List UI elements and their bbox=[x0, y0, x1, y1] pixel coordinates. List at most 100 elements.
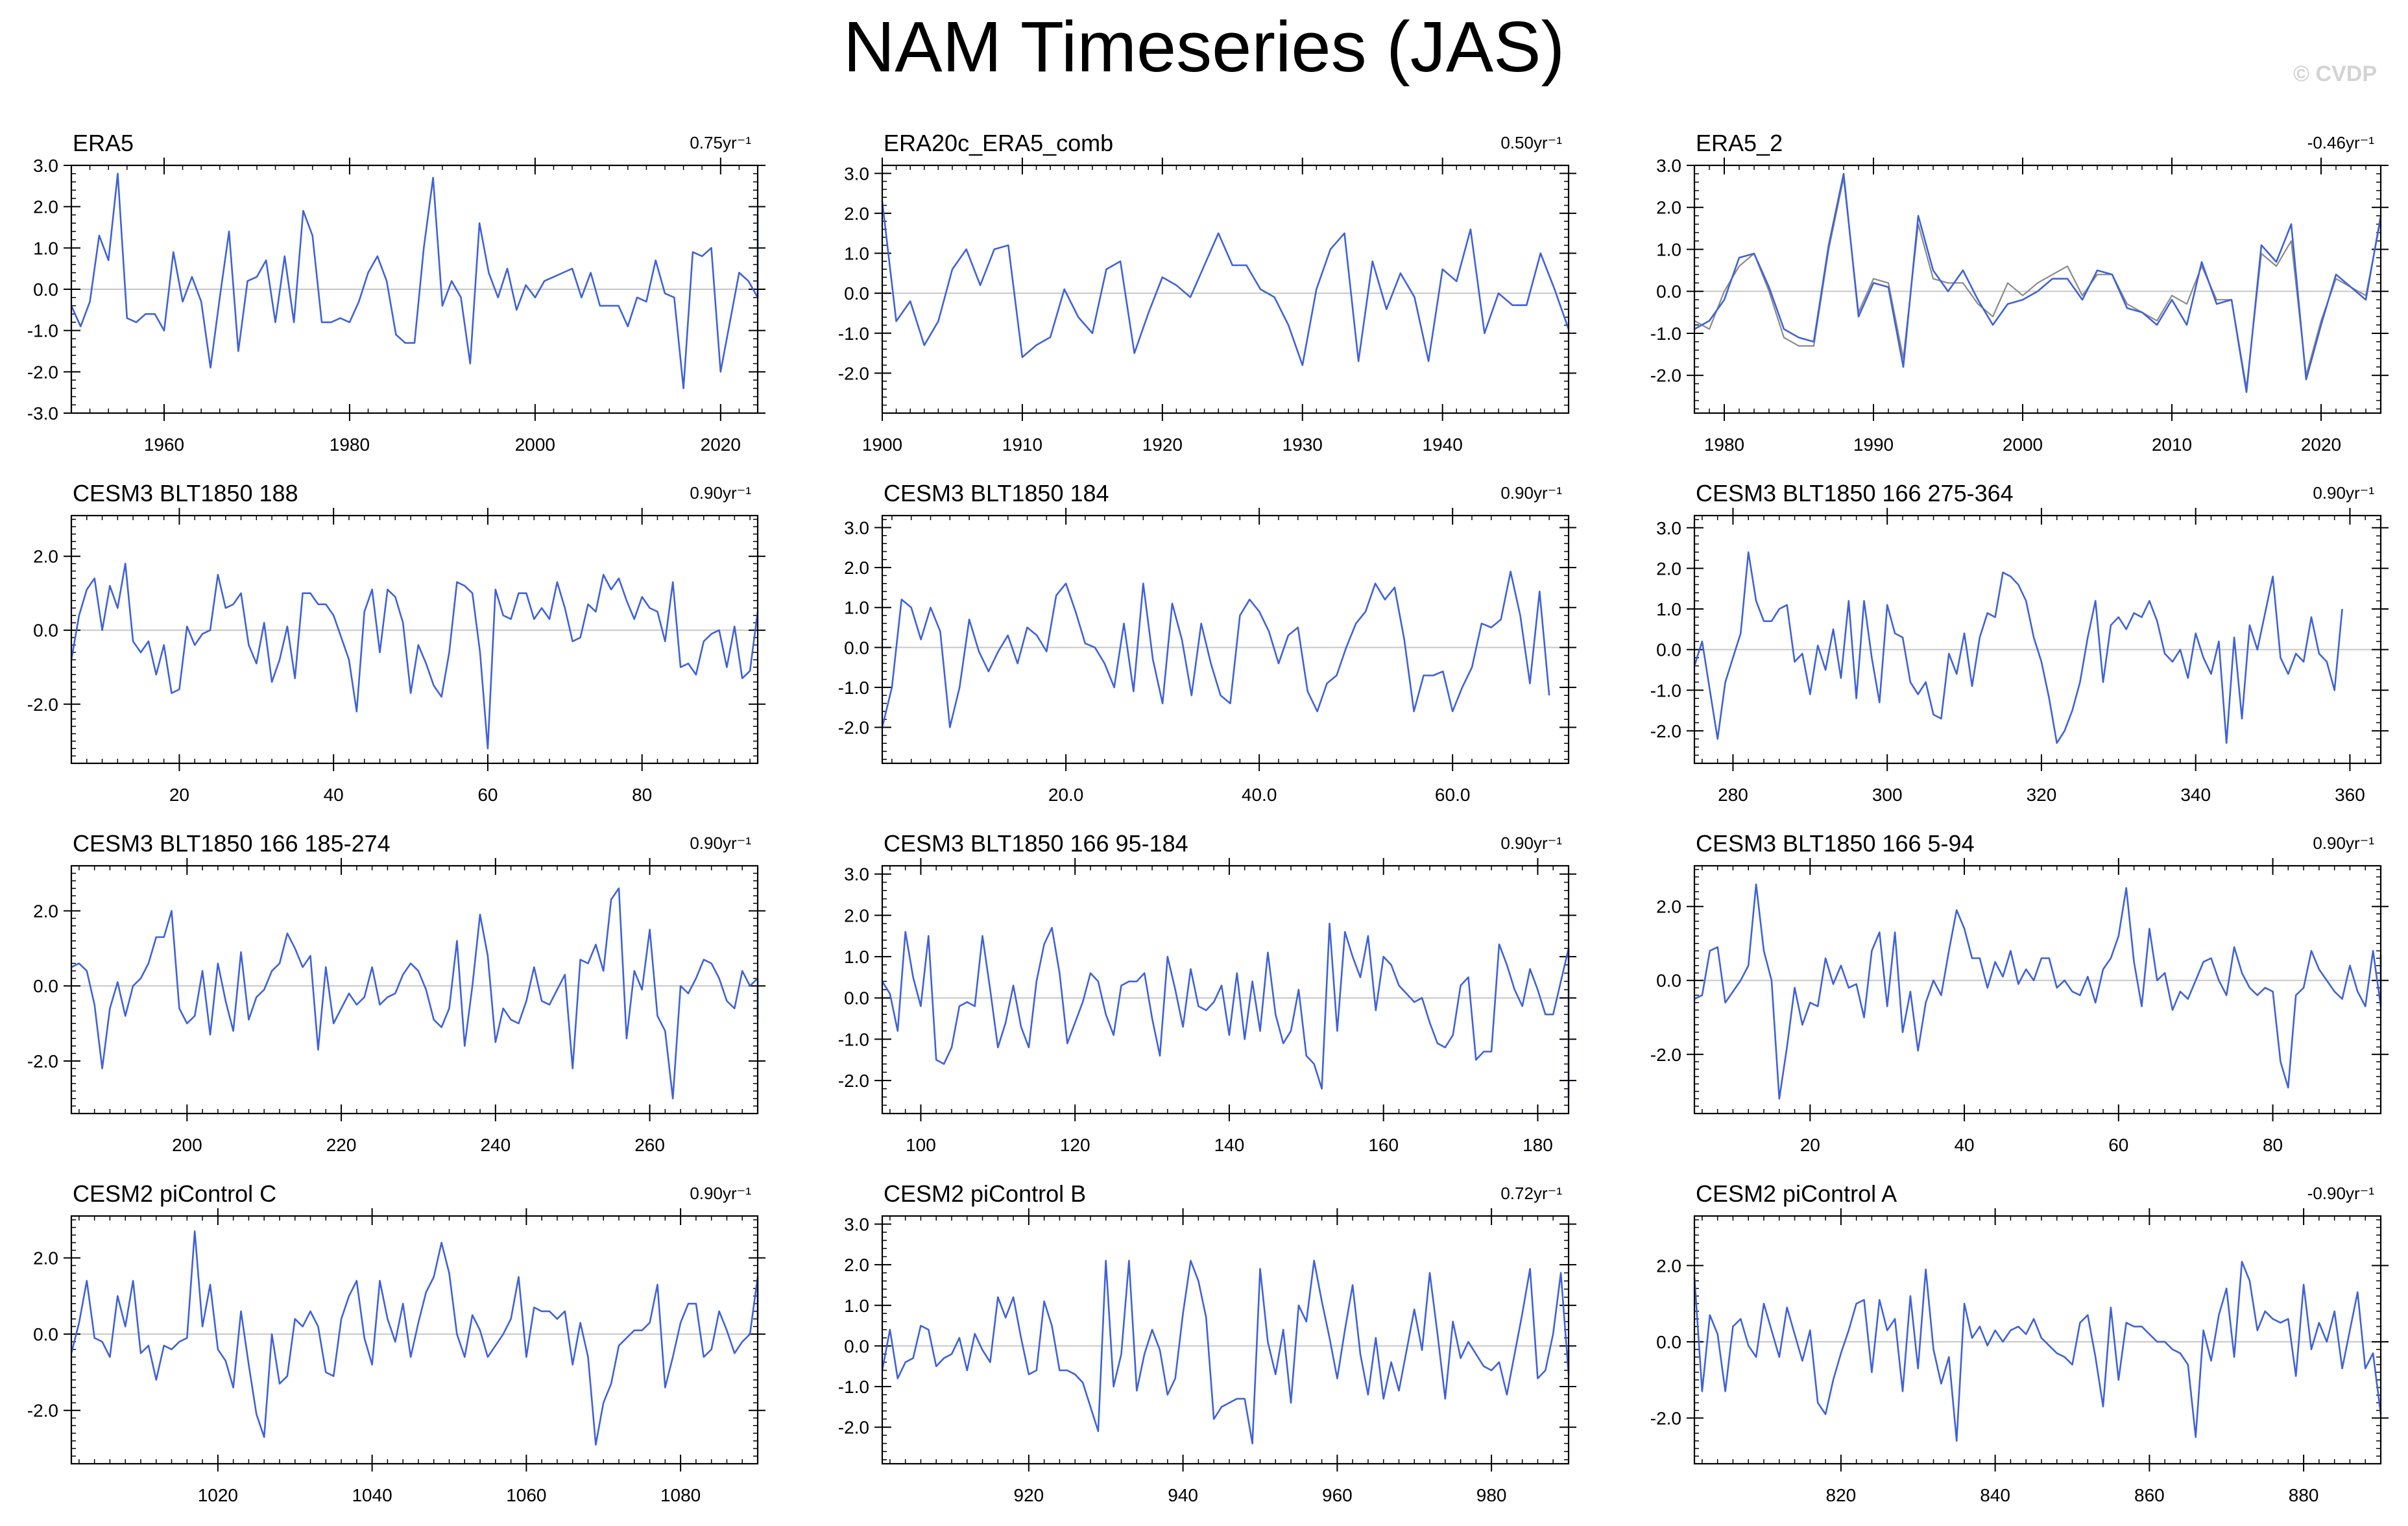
x-tick-label: 200 bbox=[172, 1135, 202, 1155]
y-tick-label: 3.0 bbox=[1656, 156, 1681, 176]
watermark: © CVDP bbox=[2293, 62, 2377, 86]
y-tick-label: 3.0 bbox=[844, 518, 869, 538]
chart-panel-10: CESM2 piControl C 0.90yr⁻¹ -2.0 0.0 2.0 1020 1… bbox=[27, 1180, 765, 1505]
series-line bbox=[1693, 551, 2343, 744]
x-tick-label: 1080 bbox=[660, 1485, 701, 1505]
y-tick-label: 2.0 bbox=[844, 204, 869, 224]
panel-title: CESM2 piControl B bbox=[884, 1180, 1086, 1207]
y-tick-label: 1.0 bbox=[1656, 599, 1681, 619]
x-tick-label: 60.0 bbox=[1435, 785, 1471, 805]
y-tick-label: 3.0 bbox=[844, 864, 869, 885]
x-tick-label: 1980 bbox=[1704, 435, 1744, 455]
trend-label: -0.46yr⁻¹ bbox=[2307, 133, 2375, 152]
x-tick-label: 960 bbox=[1322, 1485, 1353, 1505]
y-tick-label: 2.0 bbox=[844, 1255, 869, 1275]
x-tick-label: 120 bbox=[1060, 1135, 1090, 1155]
chart-panel-9: CESM3 BLT1850 166 5-94 0.90yr⁻¹ -2.0 0.0 2.0… bbox=[1650, 830, 2389, 1155]
plot-frame bbox=[1693, 164, 2382, 414]
x-tick-label: 300 bbox=[1872, 785, 1903, 805]
series-line bbox=[70, 1230, 759, 1446]
y-tick-label: 2.0 bbox=[33, 901, 58, 921]
y-tick-label: 0.0 bbox=[844, 1336, 869, 1356]
plot-frame bbox=[1693, 864, 2382, 1115]
panel-title: CESM3 BLT1850 184 bbox=[884, 480, 1109, 507]
series-line bbox=[1694, 883, 2382, 1100]
series-line bbox=[881, 570, 1550, 728]
x-tick-label: 840 bbox=[1980, 1485, 2010, 1505]
y-tick-label: 2.0 bbox=[1656, 198, 1681, 218]
y-tick-label: 1.0 bbox=[844, 1296, 869, 1316]
y-tick-label: -1.0 bbox=[1650, 324, 1681, 344]
x-tick-label: 2000 bbox=[2003, 435, 2043, 455]
y-tick-label: -2.0 bbox=[838, 1071, 869, 1091]
x-tick-label: 100 bbox=[906, 1135, 936, 1155]
x-tick-label: 80 bbox=[2263, 1135, 2283, 1155]
x-tick-label: 360 bbox=[2335, 785, 2365, 805]
x-tick-label: 1960 bbox=[144, 435, 184, 455]
x-tick-label: 180 bbox=[1523, 1135, 1553, 1155]
series-line bbox=[70, 173, 759, 390]
x-tick-label: 80 bbox=[632, 785, 652, 805]
y-tick-label: 0.0 bbox=[33, 280, 58, 300]
x-tick-label: 1920 bbox=[1142, 435, 1183, 455]
panel-title: CESM2 piControl A bbox=[1696, 1180, 1897, 1207]
y-tick-label: 1.0 bbox=[844, 947, 869, 967]
y-tick-label: -2.0 bbox=[838, 718, 869, 738]
y-tick-label: 2.0 bbox=[844, 558, 869, 578]
y-tick-label: 2.0 bbox=[844, 905, 869, 925]
trend-label: 0.90yr⁻¹ bbox=[1500, 833, 1562, 853]
x-tick-label: 240 bbox=[480, 1135, 511, 1155]
y-tick-label: -1.0 bbox=[838, 1377, 869, 1397]
y-tick-label: -2.0 bbox=[27, 695, 58, 715]
y-tick-label: -2.0 bbox=[1650, 366, 1681, 386]
series-line bbox=[70, 562, 759, 750]
panel-title: ERA20c_ERA5_comb bbox=[884, 130, 1113, 156]
series-line bbox=[1693, 1261, 2382, 1442]
chart-panel-6: CESM3 BLT1850 166 275-364 0.90yr⁻¹ -2.0 -1.… bbox=[1650, 480, 2389, 805]
y-tick-label: 3.0 bbox=[844, 1215, 869, 1235]
x-tick-label: 20.0 bbox=[1048, 785, 1084, 805]
chart-panel-8: CESM3 BLT1850 166 95-184 0.90yr⁻¹ -2.0 -1.0… bbox=[838, 830, 1576, 1155]
x-tick-label: 40.0 bbox=[1242, 785, 1277, 805]
series-line bbox=[71, 887, 759, 1100]
panel-title: ERA5 bbox=[73, 130, 134, 156]
x-tick-label: 1980 bbox=[330, 435, 370, 455]
trend-label: 0.90yr⁻¹ bbox=[690, 483, 751, 503]
y-tick-label: 1.0 bbox=[844, 244, 869, 264]
y-tick-label: 0.0 bbox=[844, 988, 869, 1008]
x-tick-label: 320 bbox=[2027, 785, 2057, 805]
y-tick-label: 0.0 bbox=[844, 283, 869, 304]
trend-label: 0.75yr⁻¹ bbox=[690, 133, 751, 152]
trend-label: 0.90yr⁻¹ bbox=[1500, 483, 1562, 503]
panel-title: CESM3 BLT1850 166 5-94 bbox=[1696, 830, 1975, 857]
chart-panel-1: ERA5 0.75yr⁻¹ -3.0 -2.0 -1.0 0.0 1.0 2.0 3.0 1960… bbox=[27, 130, 765, 455]
series-line bbox=[1694, 173, 2382, 393]
x-tick-label: 160 bbox=[1368, 1135, 1399, 1155]
trend-label: -0.90yr⁻¹ bbox=[2307, 1184, 2375, 1203]
x-tick-label: 920 bbox=[1014, 1485, 1044, 1505]
y-tick-label: 0.0 bbox=[1656, 1332, 1681, 1352]
y-tick-label: 1.0 bbox=[1656, 239, 1681, 259]
x-tick-label: 1910 bbox=[1002, 435, 1042, 455]
plot-frame bbox=[1693, 514, 2382, 765]
trend-label: 0.50yr⁻¹ bbox=[1500, 133, 1562, 152]
x-tick-label: 1930 bbox=[1282, 435, 1323, 455]
y-tick-label: 0.0 bbox=[33, 976, 58, 996]
y-tick-label: 2.0 bbox=[1656, 558, 1681, 578]
x-tick-label: 220 bbox=[326, 1135, 357, 1155]
x-tick-label: 2000 bbox=[515, 435, 555, 455]
series-line bbox=[881, 201, 1570, 366]
x-tick-label: 1990 bbox=[1853, 435, 1894, 455]
plot-frame bbox=[1693, 1215, 2382, 1465]
x-tick-label: 2020 bbox=[701, 435, 741, 455]
y-tick-label: -3.0 bbox=[27, 403, 58, 423]
x-tick-label: 60 bbox=[2108, 1135, 2128, 1155]
x-tick-label: 40 bbox=[1954, 1135, 1974, 1155]
x-tick-label: 140 bbox=[1214, 1135, 1245, 1155]
y-tick-label: -2.0 bbox=[27, 1051, 58, 1071]
x-tick-label: 280 bbox=[1718, 785, 1748, 805]
y-tick-label: 0.0 bbox=[33, 621, 58, 641]
y-tick-label: -2.0 bbox=[27, 362, 58, 382]
